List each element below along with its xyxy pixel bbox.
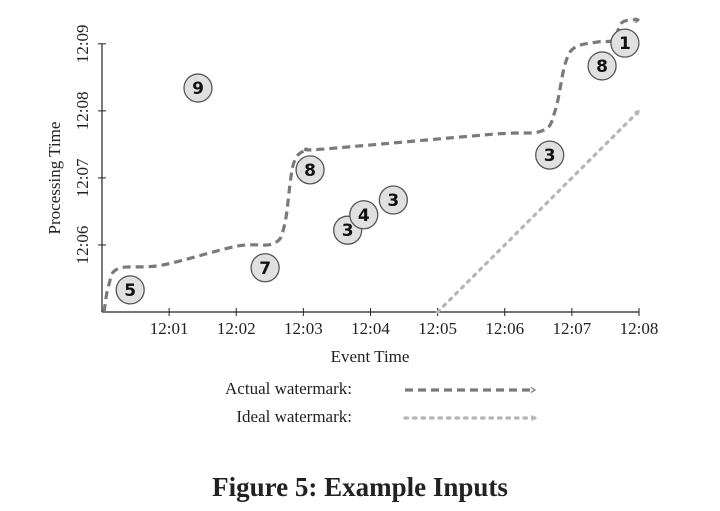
x-tick-label: 12:02: [217, 319, 256, 338]
chart-title: Figure 5: Example Inputs: [212, 472, 508, 502]
point-label: 7: [259, 259, 271, 279]
y-tick-label: 12:07: [73, 158, 92, 197]
input-point: [250, 253, 280, 283]
input-point: [295, 155, 325, 185]
point-label: 8: [304, 161, 316, 181]
input-point: [610, 28, 640, 58]
x-tick-label: 12:06: [485, 319, 524, 338]
input-point: [115, 275, 145, 305]
x-tick-label: 12:07: [553, 319, 592, 338]
input-point: [183, 73, 213, 103]
input-point: [349, 200, 379, 230]
point-label: 1: [619, 34, 631, 54]
point-label: 3: [342, 221, 354, 241]
input-point: [378, 185, 408, 215]
legend-label: Actual watermark:: [225, 379, 352, 398]
y-axis-label: Processing Time: [45, 122, 64, 235]
x-tick-label: 12:04: [351, 319, 390, 338]
point-label: 8: [596, 57, 608, 77]
x-tick-label: 12:01: [150, 319, 189, 338]
point-label: 5: [124, 281, 136, 301]
input-point: [535, 140, 565, 170]
y-tick-label: 12:06: [73, 226, 92, 265]
point-label: 4: [358, 206, 370, 226]
x-tick-label: 12:08: [620, 319, 659, 338]
x-axis-label: Event Time: [331, 347, 410, 366]
x-tick-label: 12:05: [418, 319, 457, 338]
watermark-line: [102, 17, 641, 313]
point-label: 9: [192, 79, 204, 99]
point-label: 3: [387, 191, 399, 211]
input-point: [587, 51, 617, 81]
legend-label: Ideal watermark:: [236, 407, 352, 426]
watermark-line: [436, 109, 641, 314]
point-label: 3: [544, 146, 556, 166]
x-tick-label: 12:03: [284, 319, 323, 338]
y-tick-label: 12:09: [73, 24, 92, 63]
y-tick-label: 12:08: [73, 91, 92, 130]
